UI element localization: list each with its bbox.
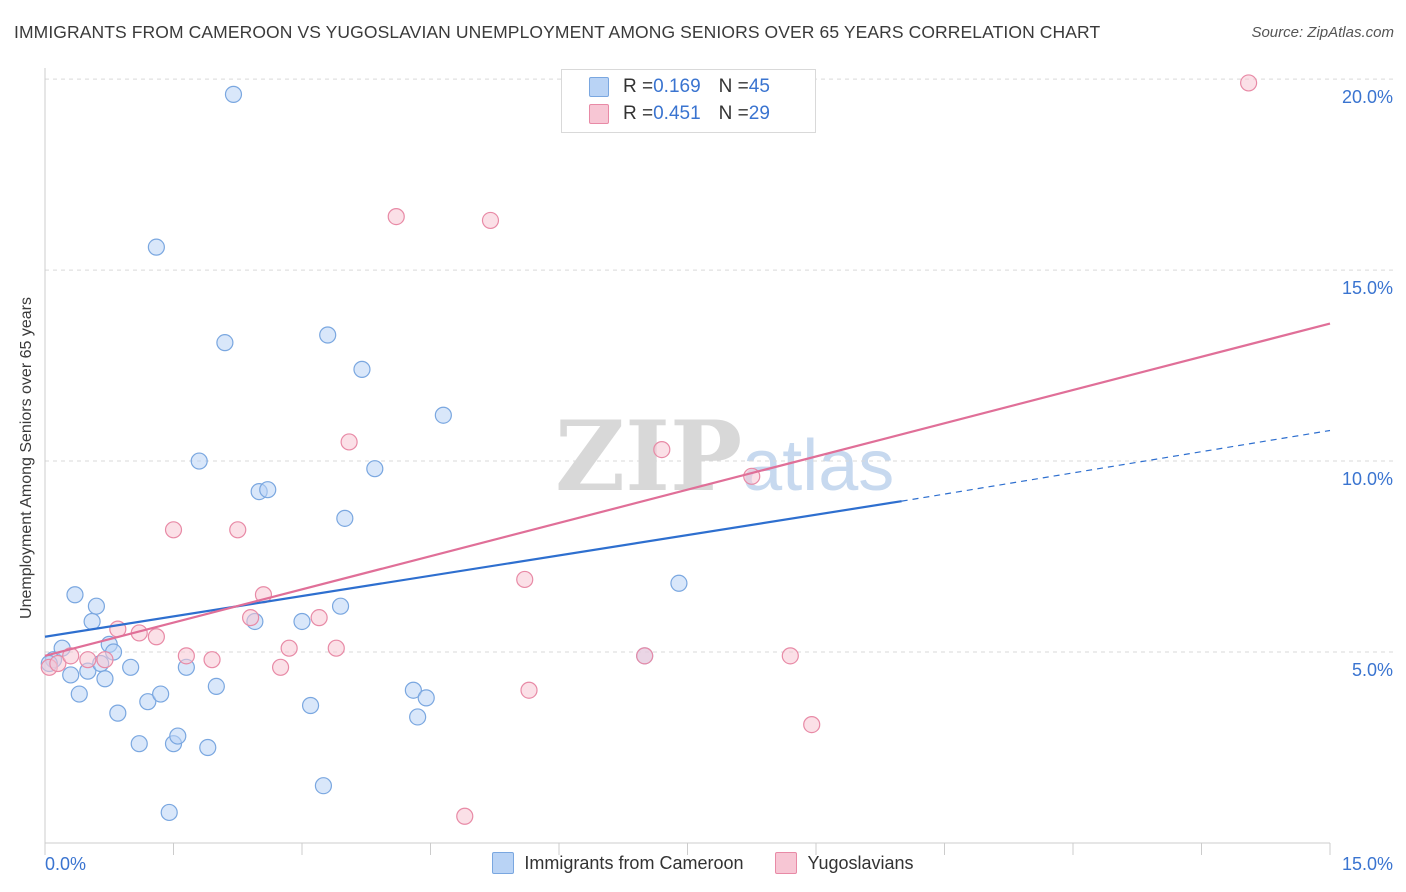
yugoslavian-point xyxy=(229,521,247,539)
legend-r-value: 0.451 xyxy=(653,103,701,124)
watermark-atlas: atlas xyxy=(742,426,895,506)
y-tick-label: 15.0% xyxy=(1342,278,1393,298)
cameroon-point xyxy=(331,597,350,615)
yugoslavian-point xyxy=(79,651,97,669)
cameroon-point xyxy=(70,685,88,703)
legend-r-label: R = xyxy=(623,103,654,124)
y-tick-label: 20.0% xyxy=(1342,87,1393,107)
legend-label-cameroon: Immigrants from Cameroon xyxy=(524,852,744,873)
cameroon-point xyxy=(87,597,106,615)
legend-r-label: R = xyxy=(623,76,654,97)
legend-n-label: N = xyxy=(718,76,749,97)
yugoslavian-point xyxy=(177,647,195,665)
cameroon-point xyxy=(301,696,320,715)
cameroon-point xyxy=(109,704,127,722)
source-credit: Source: ZipAtlas.com xyxy=(1251,24,1394,41)
yugoslavian-point xyxy=(62,647,80,665)
cameroon-point xyxy=(417,689,435,707)
cameroon-trend-line xyxy=(44,500,902,638)
legend-swatch-blue xyxy=(589,77,609,97)
y-tick-label: 10.0% xyxy=(1342,469,1393,489)
yugoslavian-point xyxy=(340,433,358,451)
legend-swatch-pink xyxy=(589,104,609,124)
legend-n-label: N = xyxy=(718,103,749,124)
cameroon-trend-extension xyxy=(901,429,1331,502)
legend-r-value: 0.169 xyxy=(653,76,701,97)
yugoslavian-point xyxy=(49,654,67,673)
legend-row-cameroon: R = 0.169 N = 45 xyxy=(589,74,770,100)
yugoslavian-point xyxy=(203,651,221,669)
correlation-legend: R = 0.169 N = 45 R = 0.451 N = 29 xyxy=(561,69,816,133)
cameroon-point xyxy=(66,586,84,604)
cameroon-point xyxy=(404,681,422,699)
cameroon-point xyxy=(259,481,277,499)
cameroon-point xyxy=(96,670,114,688)
cameroon-point xyxy=(160,803,178,822)
cameroon-point xyxy=(83,612,101,631)
legend-swatch-pink xyxy=(775,852,798,874)
cameroon-point xyxy=(139,693,157,711)
legend-n-value: 29 xyxy=(748,103,770,124)
cameroon-point xyxy=(366,460,384,478)
chart-title: IMMIGRANTS FROM CAMEROON VS YUGOSLAVIAN … xyxy=(14,22,1101,42)
yugoslavian-point xyxy=(781,647,799,665)
yugoslavian-point xyxy=(387,208,405,226)
yugoslavian-point xyxy=(164,521,183,539)
legend-item-yugoslavians: Yugoslavians xyxy=(775,852,914,874)
yugoslavian-point xyxy=(456,807,474,825)
cameroon-point xyxy=(169,727,187,745)
cameroon-point xyxy=(147,238,165,256)
yugoslavian-point xyxy=(280,639,298,657)
yugoslavian-point xyxy=(310,609,328,627)
watermark: ZIPatlas xyxy=(555,400,894,513)
yugoslavian-point xyxy=(516,570,534,589)
cameroon-point xyxy=(122,658,140,676)
yugoslavian-point xyxy=(147,628,165,646)
x-tick-label: 0.0% xyxy=(45,854,86,874)
cameroon-point xyxy=(130,735,148,753)
cameroon-point xyxy=(336,509,354,527)
cameroon-point xyxy=(207,677,225,696)
y-tick-label: 5.0% xyxy=(1352,660,1393,680)
cameroon-point xyxy=(670,574,688,592)
cameroon-point xyxy=(409,708,427,726)
yugoslavian-point xyxy=(653,440,671,459)
watermark-zip: ZIP xyxy=(555,400,743,513)
yugoslavian-trend-line xyxy=(44,322,1331,657)
yugoslavian-point xyxy=(636,647,654,665)
cameroon-point xyxy=(199,738,217,757)
legend-swatch-blue xyxy=(492,852,515,874)
cameroon-point xyxy=(353,360,371,378)
legend-label-yugoslavians: Yugoslavians xyxy=(807,852,914,873)
yugoslavian-point xyxy=(96,651,114,669)
legend-item-cameroon: Immigrants from Cameroon xyxy=(492,852,743,874)
series-legend: Immigrants from Cameroon Yugoslavians xyxy=(0,852,1406,874)
cameroon-point xyxy=(314,777,333,795)
cameroon-point xyxy=(319,326,337,344)
yugoslavian-point xyxy=(271,658,290,676)
y-axis-label: Unemployment Among Seniors over 65 years xyxy=(18,297,35,619)
yugoslavian-point xyxy=(242,609,260,627)
yugoslavian-point xyxy=(803,715,821,734)
yugoslavian-point xyxy=(520,681,538,699)
legend-n-value: 45 xyxy=(748,76,770,97)
cameroon-point xyxy=(190,452,208,470)
cameroon-point xyxy=(152,685,170,703)
cameroon-point xyxy=(224,85,243,103)
x-tick-label: 15.0% xyxy=(1342,854,1393,874)
cameroon-point xyxy=(293,612,311,631)
cameroon-point xyxy=(216,334,234,352)
yugoslavian-point xyxy=(1240,74,1258,92)
legend-row-yugoslavians: R = 0.451 N = 29 xyxy=(589,101,770,127)
yugoslavian-point xyxy=(481,211,500,230)
yugoslavian-point xyxy=(327,639,345,657)
cameroon-point xyxy=(62,666,80,684)
cameroon-point xyxy=(434,406,452,424)
